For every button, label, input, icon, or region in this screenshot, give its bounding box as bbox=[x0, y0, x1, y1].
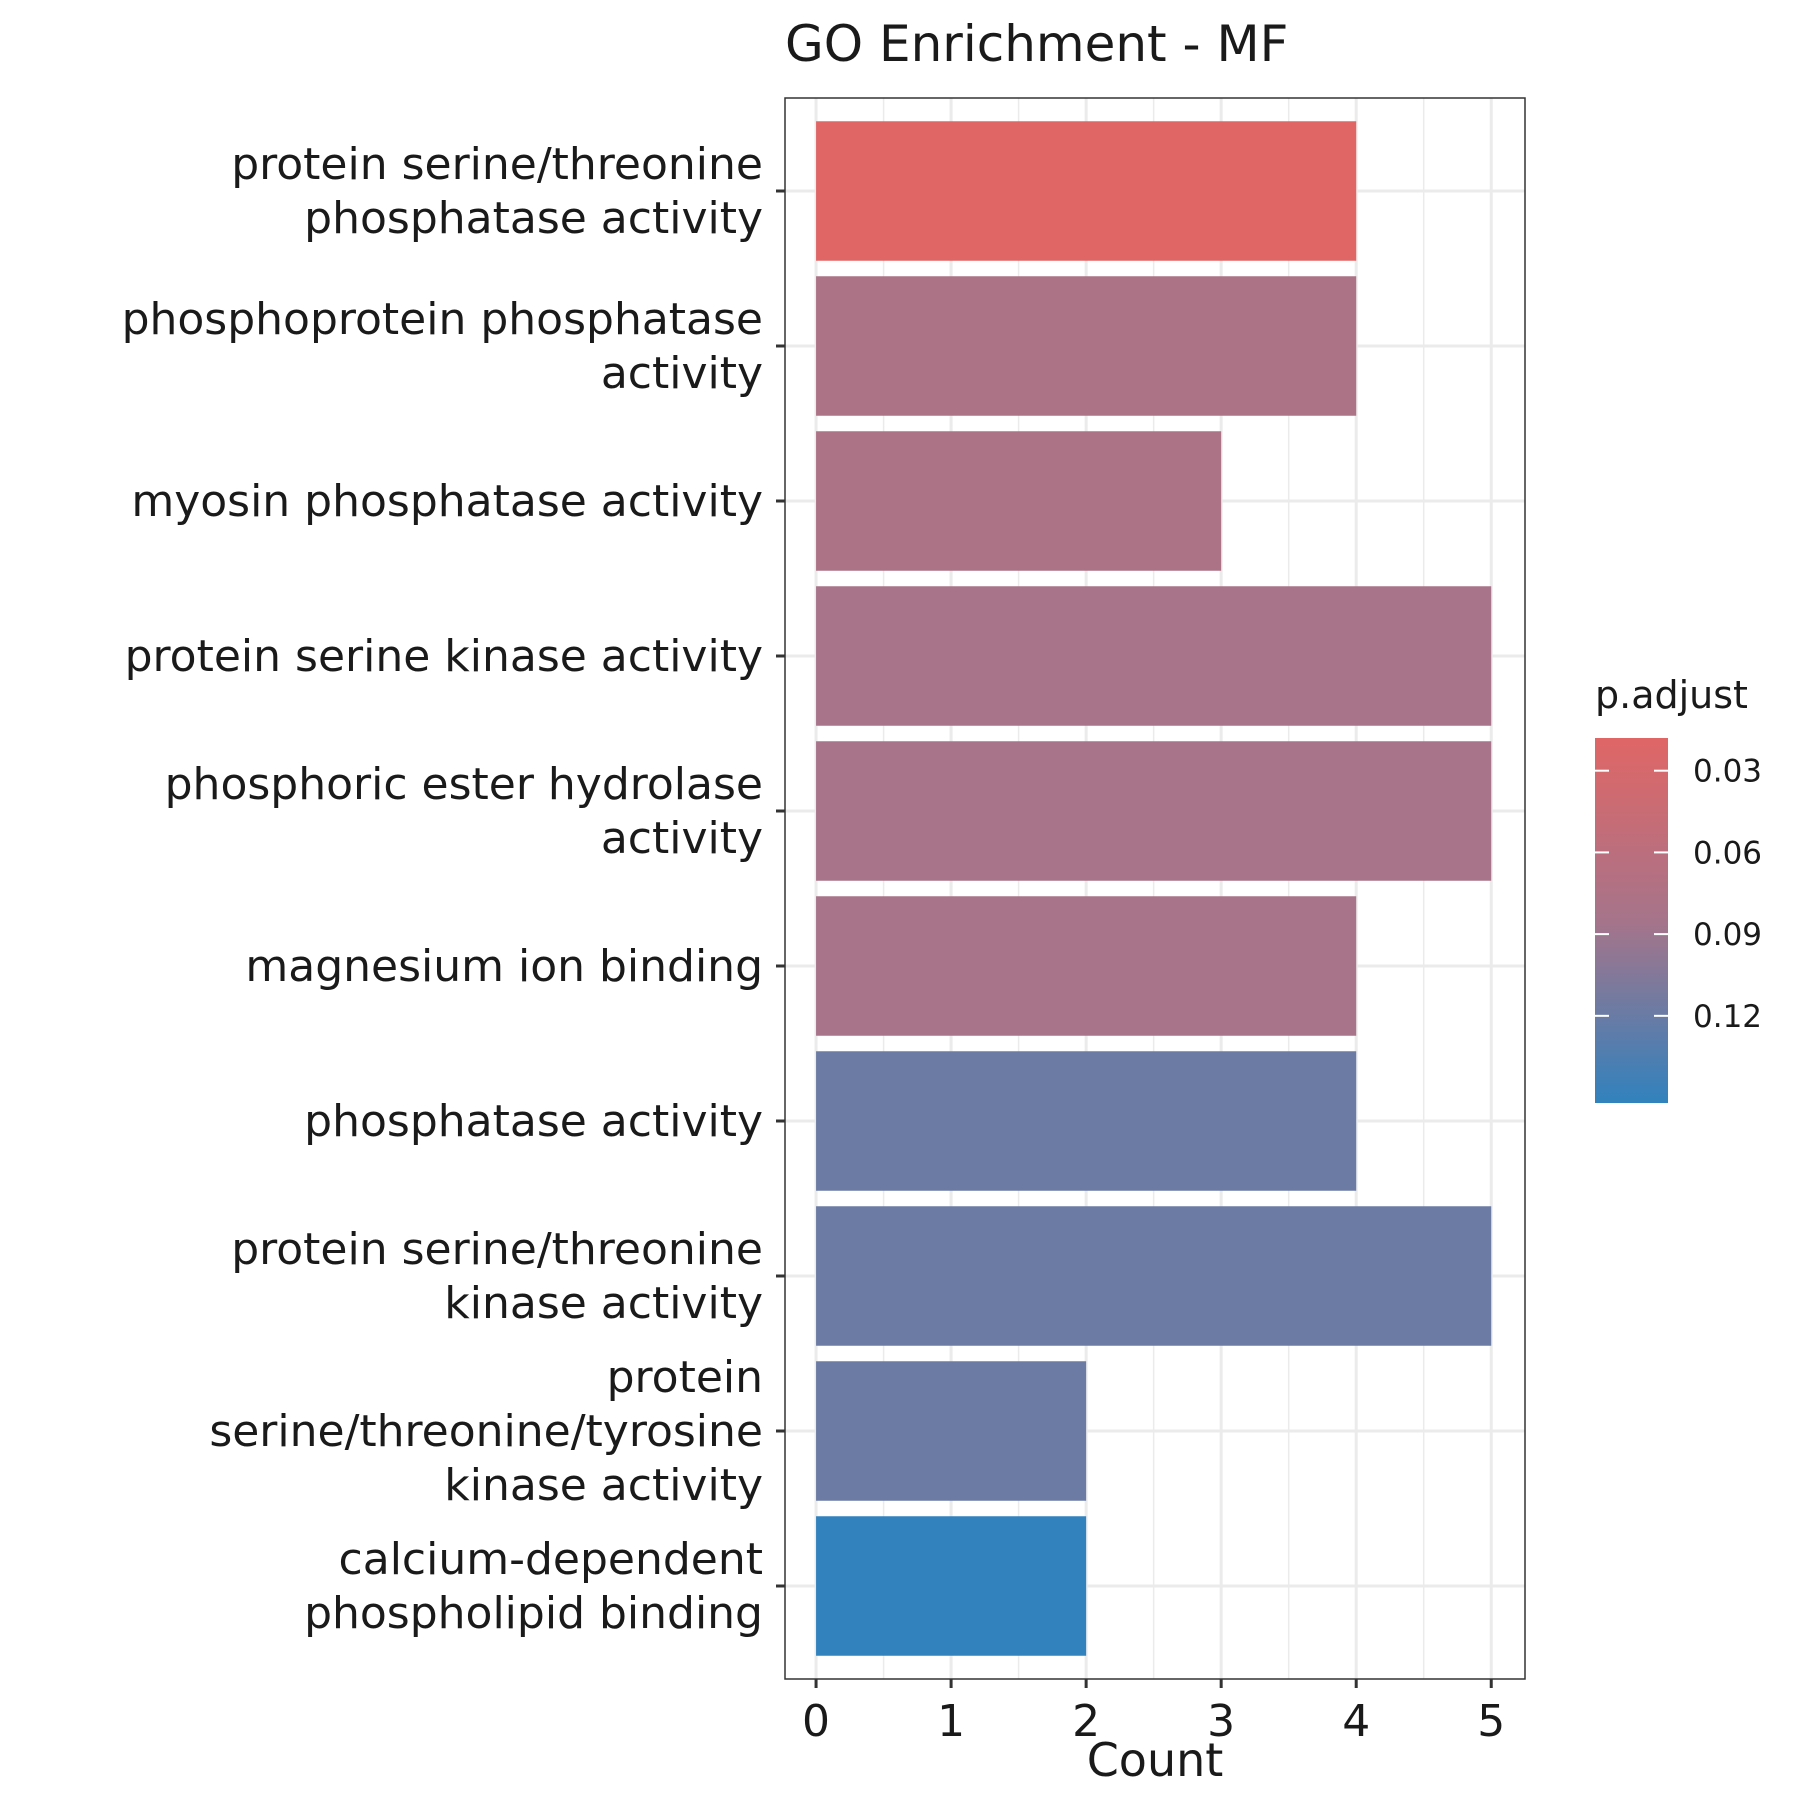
y-tick-label: phosphoprotein phosphatase activity bbox=[122, 294, 763, 399]
chart-title: GO Enrichment - MF bbox=[785, 15, 1288, 73]
x-tick-label: 2 bbox=[1072, 1696, 1100, 1747]
y-tick-label: calcium-dependent phospholipid binding bbox=[304, 1534, 763, 1639]
y-tick-label: phosphatase activity bbox=[304, 1096, 763, 1147]
legend-tick-label: 0.03 bbox=[1693, 754, 1762, 790]
x-tick-label: 5 bbox=[1477, 1696, 1505, 1747]
bar bbox=[816, 1051, 1357, 1191]
legend-tick-label: 0.09 bbox=[1693, 917, 1762, 953]
legend-tick-label: 0.06 bbox=[1693, 835, 1762, 871]
bar bbox=[816, 431, 1222, 571]
bars bbox=[816, 121, 1492, 1656]
y-tick-label: protein serine/threonine phosphatase acti… bbox=[231, 139, 763, 244]
plot-panel-border bbox=[784, 97, 1526, 1680]
x-axis-label: Count bbox=[1087, 1733, 1224, 1787]
bar bbox=[816, 276, 1357, 416]
y-axis: protein serine/threonine phosphatase acti… bbox=[122, 139, 785, 1639]
x-tick-label: 1 bbox=[937, 1696, 965, 1747]
x-tick-label: 0 bbox=[802, 1696, 830, 1747]
y-tick-label: protein serine kinase activity bbox=[125, 631, 763, 682]
y-tick-label: myosin phosphatase activity bbox=[131, 476, 763, 527]
y-tick-label: phosphoric ester hydrolase activity bbox=[165, 759, 763, 864]
bar bbox=[816, 1361, 1087, 1501]
legend-tick-label: 0.12 bbox=[1693, 999, 1762, 1035]
bar bbox=[816, 1516, 1087, 1656]
bar bbox=[816, 741, 1492, 881]
x-tick-label: 4 bbox=[1342, 1696, 1370, 1747]
bar bbox=[816, 121, 1357, 261]
bar bbox=[816, 586, 1492, 726]
x-axis: 0 1 2 3 4 5 bbox=[802, 1679, 1505, 1747]
x-tick-label: 3 bbox=[1207, 1696, 1235, 1747]
bar bbox=[816, 896, 1357, 1036]
bar bbox=[816, 1206, 1492, 1346]
legend-title: p.adjust bbox=[1595, 673, 1748, 717]
legend-colorbar bbox=[1595, 738, 1668, 1103]
y-tick-label: protein serine/threonine kinase activity bbox=[231, 1224, 763, 1329]
y-tick-label: protein serine/threonine/tyrosine kinase a… bbox=[209, 1352, 763, 1511]
y-tick-label: magnesium ion binding bbox=[245, 941, 763, 992]
color-legend: p.adjust 0.03 0.06 0.09 0.12 bbox=[1595, 673, 1762, 1103]
